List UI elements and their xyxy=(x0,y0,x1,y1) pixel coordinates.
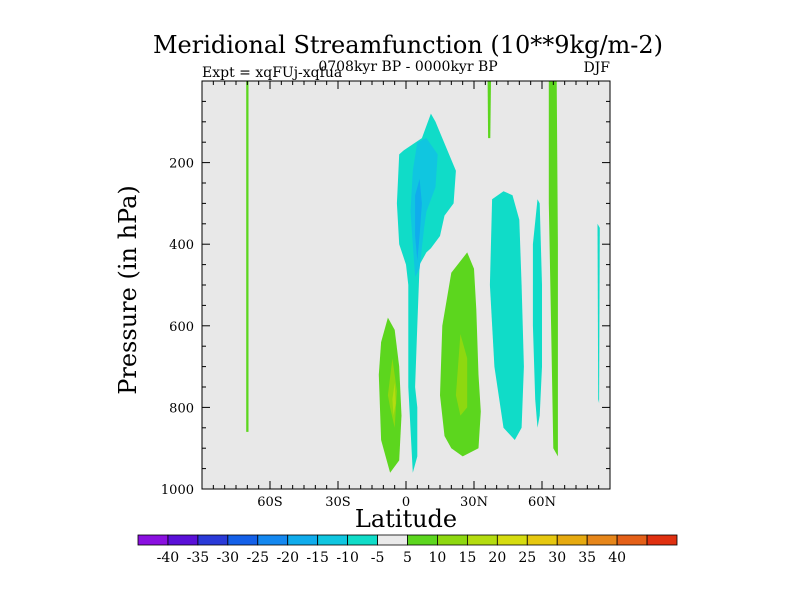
colorbar-swatch xyxy=(437,534,468,546)
colorbar-label: -15 xyxy=(306,550,329,566)
y-tick-label: 200 xyxy=(169,157,194,172)
y-tick-label: 600 xyxy=(169,320,194,335)
colorbar-swatch xyxy=(646,534,678,546)
contour-polar-negative-sliver xyxy=(597,223,600,404)
x-axis-label: Latitude xyxy=(355,505,457,533)
colorbar-swatch xyxy=(227,534,259,546)
y-tick-label: 800 xyxy=(169,401,194,416)
y-axis-label: Pressure (in hPa) xyxy=(114,185,142,395)
season-label: DJF xyxy=(583,60,610,76)
x-tick-label: 60S xyxy=(257,495,282,510)
colorbar-swatch xyxy=(496,534,528,546)
colorbar-swatch xyxy=(407,534,438,546)
contour-southern-hadley-inner xyxy=(392,382,396,416)
contour-midlat-negative-narrow xyxy=(532,199,542,428)
contour-midlat-positive-column xyxy=(548,81,558,457)
period-label: 0708kyr BP - 0000kyr BP xyxy=(318,59,497,75)
colorbar-swatch xyxy=(167,534,199,546)
contour-regions xyxy=(246,81,600,473)
contour-southern-hadley-core xyxy=(387,358,397,428)
colorbar-swatch xyxy=(257,534,289,546)
colorbar-label: 10 xyxy=(429,550,447,566)
contour-equatorial-negative-inner xyxy=(415,178,422,261)
colorbar-label: 30 xyxy=(548,550,566,566)
colorbar-swatch xyxy=(377,534,408,546)
chart-title: Meridional Streamfunction (10**9kg/m-2) xyxy=(153,31,663,59)
y-tick-label: 1000 xyxy=(161,483,194,498)
x-tick-label: 30N xyxy=(460,495,488,510)
colorbar-swatch xyxy=(586,534,618,546)
x-tick-label: 0 xyxy=(402,495,410,510)
colorbar-label: 5 xyxy=(403,550,412,566)
contour-northern-hadley-core xyxy=(455,334,468,416)
y-axis: 200 400 600 800 1000 xyxy=(161,80,610,498)
colorbar-label: -10 xyxy=(336,550,359,566)
x-tick-label: 30S xyxy=(325,495,350,510)
colorbar-label: 20 xyxy=(488,550,506,566)
colorbar-swatch xyxy=(556,534,588,546)
colorbar-swatch xyxy=(347,534,378,546)
x-axis: 60S 30S 0 30N 60N xyxy=(201,81,611,510)
colorbar-label: -25 xyxy=(247,550,270,566)
colorbar-label: -5 xyxy=(371,550,385,566)
y-tick-label: 400 xyxy=(169,238,194,253)
colorbar-swatch xyxy=(287,534,319,546)
colorbar-swatch xyxy=(466,534,498,546)
experiment-label: Expt = xqFUj-xqfua xyxy=(202,65,342,81)
x-tick-label: 60N xyxy=(528,495,556,510)
colorbar: -40 -35 -30 -25 -20 -15 -10 -5 5 10 15 20 25 30 35 40 xyxy=(137,534,678,566)
colorbar-swatch xyxy=(137,534,169,546)
colorbar-label: 40 xyxy=(608,550,626,566)
colorbar-swatch xyxy=(317,534,349,546)
contour-upper-positive-sliver xyxy=(487,81,491,139)
colorbar-label: 15 xyxy=(458,550,476,566)
colorbar-label: -35 xyxy=(187,550,210,566)
colorbar-swatch xyxy=(616,534,648,546)
colorbar-label: -40 xyxy=(157,550,180,566)
contour-southern-high-lat-positive xyxy=(246,81,249,432)
contour-midlat-negative xyxy=(489,191,524,440)
colorbar-swatch xyxy=(197,534,229,546)
colorbar-label: -30 xyxy=(217,550,240,566)
colorbar-swatch xyxy=(526,534,558,546)
colorbar-label: -20 xyxy=(276,550,299,566)
colorbar-label: 35 xyxy=(578,550,596,566)
colorbar-label: 25 xyxy=(518,550,536,566)
